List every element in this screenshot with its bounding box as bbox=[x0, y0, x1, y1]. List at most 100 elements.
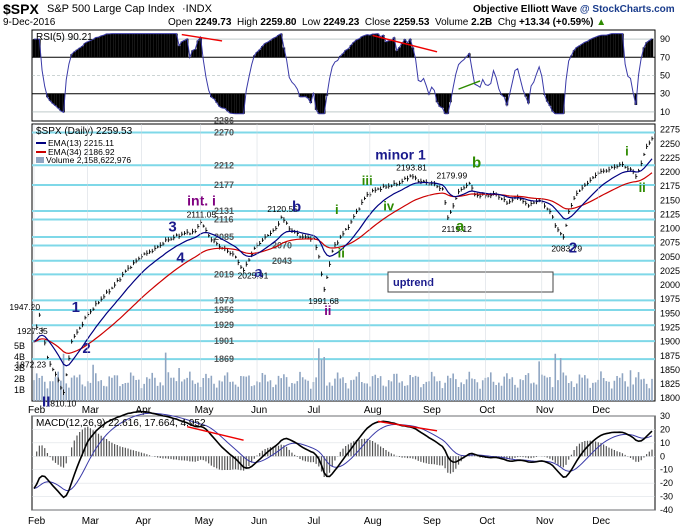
macd-divergence-2 bbox=[377, 420, 438, 432]
month-tick-label-bottom: Mar bbox=[82, 516, 100, 527]
wave-label: iii bbox=[362, 173, 373, 188]
rsi-line bbox=[34, 32, 653, 115]
fib-level-label: 2070 bbox=[272, 241, 292, 251]
price-tick-label: 1900 bbox=[660, 337, 680, 347]
fib-level-label: 1956 bbox=[214, 305, 234, 315]
month-tick-label: Dec bbox=[592, 405, 610, 416]
month-tick-label-bottom: Dec bbox=[592, 516, 610, 527]
macd-tick-label: -40 bbox=[660, 505, 673, 515]
rsi-tick-label: 90 bbox=[660, 34, 670, 44]
macd-label: MACD(12,26,9) 22.616, 17.664, 4.952 bbox=[36, 418, 206, 429]
volume-tick-label: 3B bbox=[14, 363, 25, 373]
panel-frame-2 bbox=[31, 415, 656, 511]
wave-label: 4 bbox=[176, 250, 185, 267]
fib-level-label: 2116 bbox=[214, 215, 234, 225]
month-tick-label: Feb bbox=[28, 405, 46, 416]
wave-label: 2 bbox=[569, 239, 577, 256]
price-tick-label: 2125 bbox=[660, 209, 680, 219]
rsi-divergence-1 bbox=[181, 33, 223, 42]
uptrend-label: uptrend bbox=[393, 277, 434, 289]
month-tick-label: Mar bbox=[82, 405, 100, 416]
fib-level-label: 2286 bbox=[214, 115, 234, 125]
wave-label: b bbox=[292, 199, 301, 216]
wave-label: ii bbox=[639, 180, 646, 195]
ema13-legend-label: EMA(13) 2215.11 bbox=[48, 138, 114, 148]
fib-level-label: 2212 bbox=[214, 160, 234, 170]
fib-level-label: 2085 bbox=[214, 232, 234, 242]
macd-tick-label: -20 bbox=[660, 478, 673, 488]
wave-label: int. i bbox=[187, 192, 216, 208]
price-tick-label: 2000 bbox=[660, 280, 680, 290]
fib-level-label: 2270 bbox=[214, 127, 234, 137]
price-tick-label: 2200 bbox=[660, 167, 680, 177]
price-label: 2120.55 bbox=[267, 204, 298, 214]
price-tick-label: 1850 bbox=[660, 365, 680, 375]
month-tick-label-bottom: Jul bbox=[307, 516, 320, 527]
month-tick-label: Aug bbox=[364, 405, 382, 416]
month-tick-label-bottom: Aug bbox=[364, 516, 382, 527]
volume-tick-label: 4B bbox=[14, 352, 25, 362]
price-tick-label: 1875 bbox=[660, 351, 680, 361]
ema34-line bbox=[33, 172, 653, 354]
wave-label: i bbox=[335, 202, 339, 217]
ema34-legend-label: EMA(34) 2186.92 bbox=[48, 147, 115, 157]
month-tick-label: Oct bbox=[479, 405, 495, 416]
price-label: 1872.23 bbox=[15, 359, 46, 369]
month-tick-label-bottom: Sep bbox=[423, 516, 441, 527]
month-tick-label: Nov bbox=[536, 405, 554, 416]
uptrend-box bbox=[387, 271, 554, 293]
ohlc-readout: Open 2249.73 High 2259.80 Low 2249.23 Cl… bbox=[168, 17, 607, 28]
macd-tick-label: 20 bbox=[660, 424, 670, 434]
wave-label: i bbox=[625, 144, 629, 159]
price-tick-label: 2075 bbox=[660, 238, 680, 248]
month-tick-label: Sep bbox=[423, 405, 441, 416]
price-tick-label: 1800 bbox=[660, 393, 680, 403]
wave-label: iv bbox=[383, 198, 395, 213]
wave-label: ii bbox=[324, 303, 331, 318]
month-tick-label-bottom: Feb bbox=[28, 516, 46, 527]
month-tick-label-bottom: Jun bbox=[251, 516, 267, 527]
price-label: 1810.10 bbox=[46, 398, 77, 408]
price-label: 2025.91 bbox=[238, 270, 269, 280]
price-label: 1927.35 bbox=[17, 326, 48, 336]
rsi-divergence-2 bbox=[372, 34, 438, 53]
price-tick-label: 1825 bbox=[660, 379, 680, 389]
price-label: 1991.68 bbox=[308, 296, 339, 306]
price-tick-label: 1975 bbox=[660, 294, 680, 304]
price-label: 2119.12 bbox=[442, 224, 472, 234]
fib-level-label: 1901 bbox=[214, 336, 234, 346]
price-tick-label: 2250 bbox=[660, 139, 680, 149]
price-label: 2111.05 bbox=[187, 209, 217, 219]
macd-line bbox=[33, 410, 653, 499]
fib-level-label: 2019 bbox=[214, 269, 234, 279]
macd-tick-label: -10 bbox=[660, 465, 673, 475]
wave-label: a bbox=[456, 218, 465, 235]
chart-header: $SPX S&P 500 Large Cap Index ·INDX 9-Dec… bbox=[0, 0, 700, 28]
wave-label: ii bbox=[338, 245, 345, 260]
price-tick-label: 2050 bbox=[660, 252, 680, 262]
month-tick-label-bottom: Apr bbox=[135, 516, 151, 527]
price-tick-label: 2225 bbox=[660, 153, 680, 163]
exchange-name: ·INDX bbox=[182, 3, 212, 15]
price-tick-label: 2275 bbox=[660, 125, 680, 135]
price-panel-label: $SPX (Daily) 2259.53 bbox=[36, 126, 133, 137]
macd-tick-label: 30 bbox=[660, 411, 670, 421]
fib-level-label: 2043 bbox=[272, 256, 292, 266]
volume-tick-label: 2B bbox=[14, 374, 25, 384]
rsi-convergence bbox=[458, 80, 481, 90]
volume-legend-swatch bbox=[36, 157, 44, 163]
month-tick-label: Apr bbox=[135, 405, 151, 416]
macd-divergence-1 bbox=[186, 426, 244, 441]
macd-tick-label: -30 bbox=[660, 492, 673, 502]
month-tick-label: Jun bbox=[251, 405, 267, 416]
header-date: 9-Dec-2016 bbox=[3, 17, 56, 28]
price-tick-label: 1925 bbox=[660, 323, 680, 333]
fib-level-label: 2177 bbox=[214, 180, 234, 190]
price-tick-label: 2175 bbox=[660, 181, 680, 191]
rsi-tick-label: 70 bbox=[660, 52, 670, 62]
fib-level-label: 1869 bbox=[214, 354, 234, 364]
fib-level-label: 2131 bbox=[214, 206, 234, 216]
rsi-tick-label: 50 bbox=[660, 71, 670, 81]
volume-legend-label: Volume 2,158,622,976 bbox=[46, 155, 131, 165]
